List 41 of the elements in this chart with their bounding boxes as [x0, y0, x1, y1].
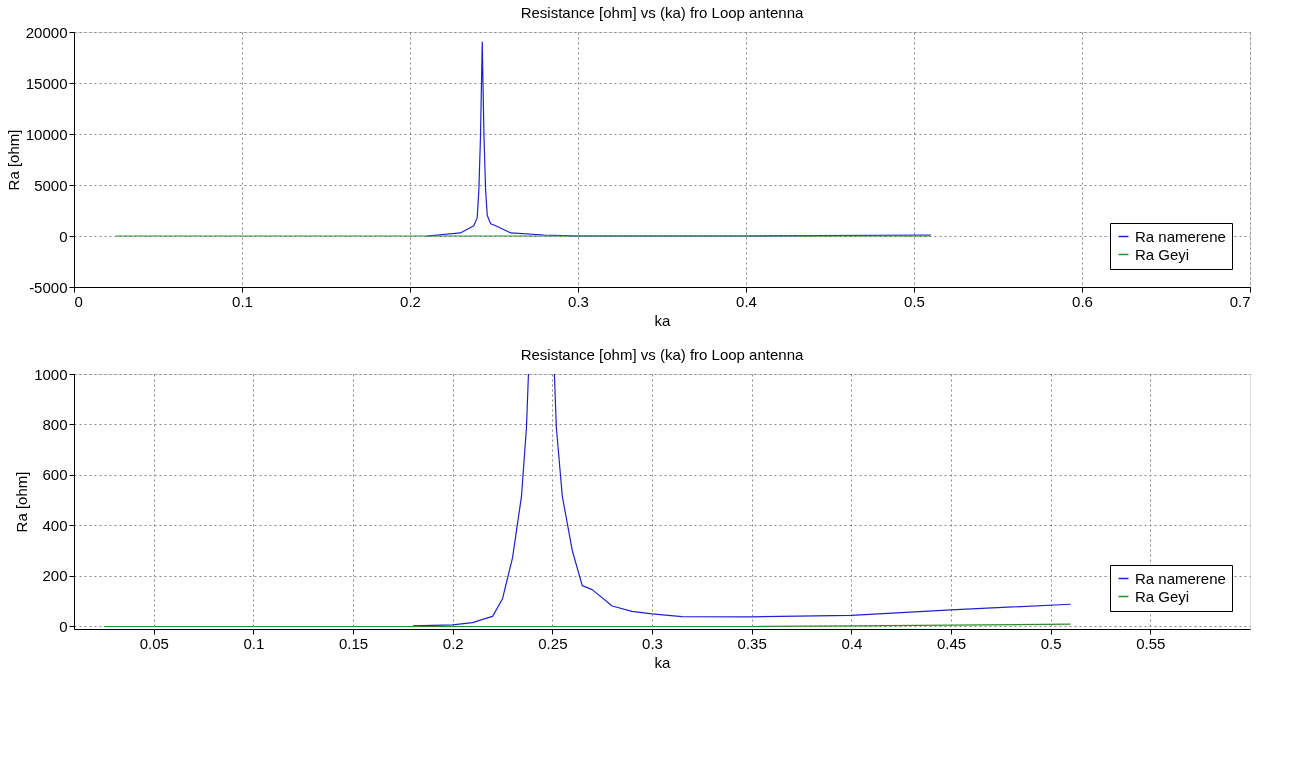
x-tick-label: 0.1 — [243, 634, 265, 652]
x-tick-label: 0.2 — [400, 292, 421, 310]
x-tick-label: 0.05 — [139, 634, 169, 652]
x-tick-label: 0.45 — [936, 634, 967, 652]
legend-label: Ra namerene — [1135, 569, 1226, 587]
x-tick-label: 0.55 — [1136, 634, 1166, 652]
chart-title: Resistance [ohm] vs (ka) fro Loop antenna — [520, 346, 804, 363]
legend-label: Ra Geyi — [1135, 587, 1190, 605]
y-tick-label: -5000 — [29, 278, 68, 296]
x-tick-label: 0.35 — [737, 634, 767, 652]
y-tick-label: 0 — [59, 227, 68, 245]
y-tick-label: 600 — [42, 466, 68, 484]
y-tick-label: 5000 — [34, 176, 68, 194]
y-tick-label: 200 — [42, 567, 68, 585]
legend-label: Ra namerene — [1135, 227, 1226, 245]
x-tick-label: 0.7 — [1229, 292, 1251, 310]
chart-title: Resistance [ohm] vs (ka) fro Loop antenna — [520, 4, 804, 21]
y-tick-label: 15000 — [25, 74, 68, 92]
x-tick-label: 0.3 — [568, 292, 589, 310]
y-axis-title: Ra [ohm] — [13, 471, 31, 533]
x-tick-label: 0.4 — [736, 292, 757, 310]
y-axis-title: Ra [ohm] — [4, 129, 22, 191]
x-tick-label: 0 — [74, 292, 83, 310]
x-axis-title: ka — [654, 311, 672, 329]
x-tick-label: 0.15 — [338, 634, 369, 652]
x-tick-label: 0.5 — [1040, 634, 1062, 652]
y-tick-label: 800 — [42, 416, 68, 433]
y-tick-label: 1000 — [34, 365, 68, 383]
x-axis-title: ka — [654, 653, 672, 671]
y-tick-label: 10000 — [25, 125, 68, 143]
x-tick-label: 0.4 — [841, 634, 863, 652]
x-tick-label: 0.1 — [232, 292, 253, 310]
x-tick-label: 0.6 — [1072, 292, 1093, 310]
x-tick-label: 0.25 — [538, 634, 568, 652]
x-tick-label: 0.5 — [904, 292, 925, 310]
legend-label: Ra Geyi — [1135, 245, 1190, 263]
y-tick-label: 20000 — [25, 23, 68, 41]
y-tick-label: 0 — [59, 617, 68, 635]
x-tick-label: 0.3 — [642, 634, 663, 652]
x-tick-label: 0.2 — [442, 634, 464, 652]
y-tick-label: 400 — [42, 516, 68, 534]
